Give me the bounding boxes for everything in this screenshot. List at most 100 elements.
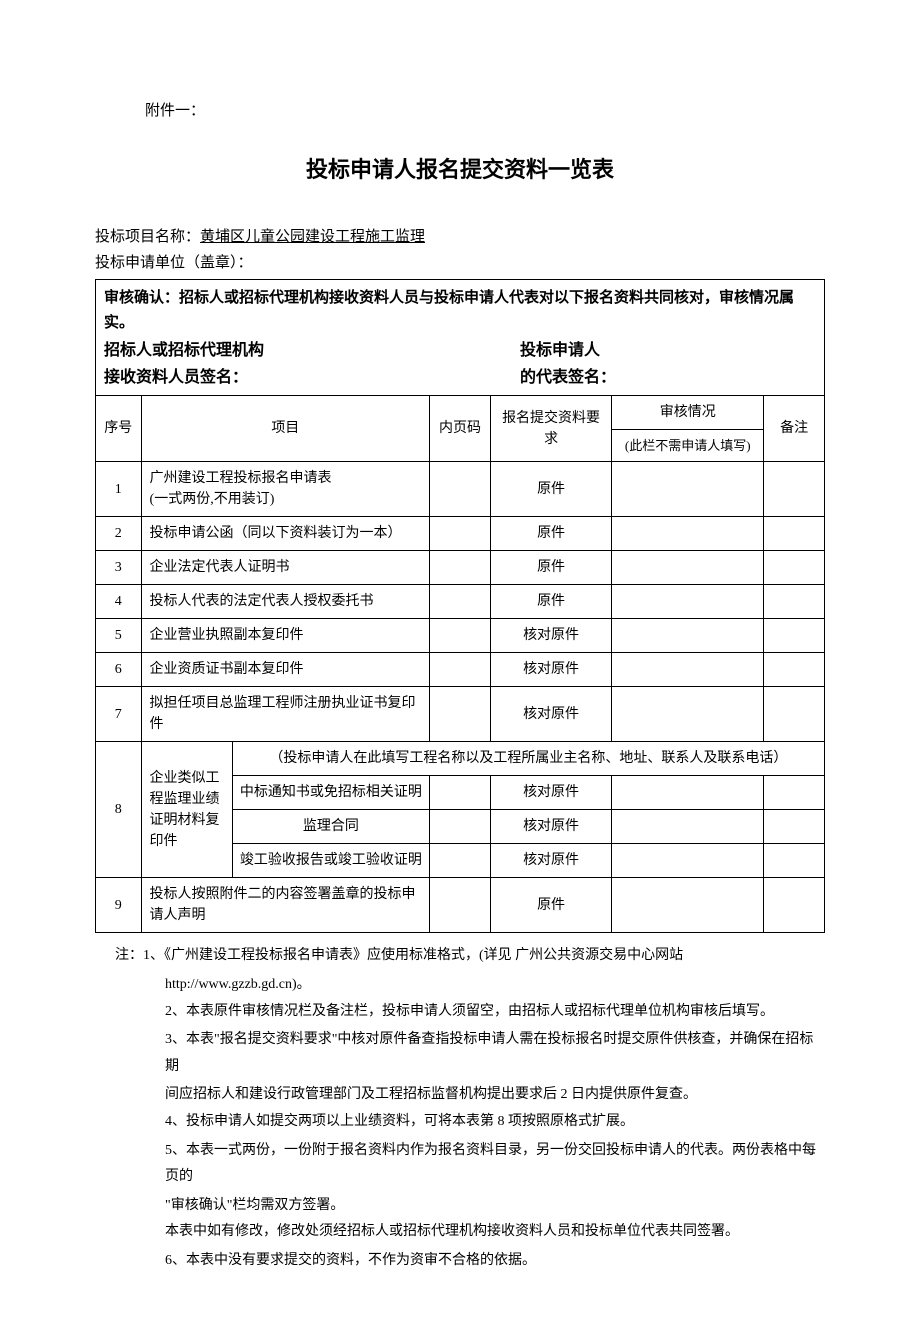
col-req: 报名提交资料要求 (490, 395, 611, 462)
cell-seq: 6 (96, 653, 142, 687)
cell-item: 投标人代表的法定代表人授权委托书 (141, 585, 430, 619)
cell-review (612, 619, 764, 653)
notes-label: 注： (115, 948, 143, 963)
cell-remark (764, 776, 825, 810)
note-line: "审核确认"栏均需双方签署。 (115, 1193, 825, 1220)
table-row: 1 广州建设工程投标报名申请表 (一式两份,不用装订) 原件 (96, 462, 825, 517)
cell-page (430, 687, 491, 742)
cell-review (612, 517, 764, 551)
attachment-label: 附件一： (145, 100, 825, 123)
cell-review (612, 462, 764, 517)
note-line: 间应招标人和建设行政管理部门及工程招标监督机构提出要求后 2 日内提供原件复查。 (115, 1082, 825, 1109)
cell-req: 核对原件 (490, 687, 611, 742)
cell-req: 原件 (490, 585, 611, 619)
cell-req: 原件 (490, 517, 611, 551)
row8-note-text: （投标申请人在此填写工程名称以及工程所属业主名称、地址、联系人及联系电话） (232, 742, 824, 776)
cell-review (612, 776, 764, 810)
materials-table: 审核确认：招标人或招标代理机构接收资料人员与投标申请人代表对以下报名资料共同核对… (95, 279, 825, 934)
cell-req: 核对原件 (490, 844, 611, 878)
table-row: 2 投标申请公函（同以下资料装订为一本） 原件 (96, 517, 825, 551)
col-remark: 备注 (764, 395, 825, 462)
cell-seq: 8 (96, 742, 142, 878)
cell-req: 原件 (490, 551, 611, 585)
table-row: 4 投标人代表的法定代表人授权委托书 原件 (96, 585, 825, 619)
cell-item: 企业资质证书副本复印件 (141, 653, 430, 687)
cell-req: 原件 (490, 878, 611, 933)
cell-remark (764, 653, 825, 687)
cell-req: 核对原件 (490, 619, 611, 653)
cell-page (430, 619, 491, 653)
confirm-text: 审核确认：招标人或招标代理机构接收资料人员与投标申请人代表对以下报名资料共同核对… (104, 286, 816, 337)
cell-remark (764, 844, 825, 878)
row8-group: 企业类似工程监理业绩证明材料复印件 (141, 742, 232, 878)
cell-req: 核对原件 (490, 810, 611, 844)
note-text: 1、《广州建设工程投标报名申请表》应使用标准格式，(详见 广州公共资源交易中心网… (143, 948, 683, 963)
note-line: 3、本表"报名提交资料要求"中核对原件备查指投标申请人需在投标报名时提交原件供核… (115, 1027, 825, 1080)
project-name: 黄埔区儿童公园建设工程施工监理 (200, 229, 425, 245)
note-line: http://www.gzzb.gd.cn)。 (115, 972, 825, 999)
cell-page (430, 585, 491, 619)
sig-left-2: 接收资料人员签名： (104, 364, 400, 391)
col-seq: 序号 (96, 395, 142, 462)
note-line: 6、本表中没有要求提交的资料，不作为资审不合格的依据。 (115, 1248, 825, 1275)
sig-right-1: 投标申请人 (400, 337, 816, 364)
cell-item: 竣工验收报告或竣工验收证明 (232, 844, 429, 878)
cell-remark (764, 585, 825, 619)
col-page: 内页码 (430, 395, 491, 462)
table-header-row: 序号 项目 内页码 报名提交资料要求 审核情况 备注 (96, 395, 825, 429)
table-row: 9 投标人按照附件二的内容签署盖章的投标申请人声明 原件 (96, 878, 825, 933)
cell-remark (764, 687, 825, 742)
cell-req: 核对原件 (490, 776, 611, 810)
sig-right-2: 的代表签名： (400, 364, 816, 391)
confirm-header-row: 审核确认：招标人或招标代理机构接收资料人员与投标申请人代表对以下报名资料共同核对… (96, 279, 825, 395)
cell-remark (764, 810, 825, 844)
cell-page (430, 844, 491, 878)
cell-review (612, 687, 764, 742)
cell-page (430, 878, 491, 933)
cell-item: 监理合同 (232, 810, 429, 844)
table-row: 5 企业营业执照副本复印件 核对原件 (96, 619, 825, 653)
cell-remark (764, 878, 825, 933)
cell-remark (764, 462, 825, 517)
cell-item: 投标申请公函（同以下资料装订为一本） (141, 517, 430, 551)
cell-item: 拟担任项目总监理工程师注册执业证书复印件 (141, 687, 430, 742)
cell-review (612, 878, 764, 933)
cell-item: 企业法定代表人证明书 (141, 551, 430, 585)
cell-remark (764, 551, 825, 585)
cell-seq: 7 (96, 687, 142, 742)
cell-seq: 3 (96, 551, 142, 585)
page-title: 投标申请人报名提交资料一览表 (95, 153, 825, 186)
cell-req: 核对原件 (490, 653, 611, 687)
cell-review (612, 653, 764, 687)
note-line: 2、本表原件审核情况栏及备注栏，投标申请人须留空，由招标人或招标代理单位机构审核… (115, 999, 825, 1026)
cell-remark (764, 517, 825, 551)
project-row: 投标项目名称：黄埔区儿童公园建设工程施工监理 (95, 226, 825, 249)
cell-review (612, 844, 764, 878)
cell-item: 企业营业执照副本复印件 (141, 619, 430, 653)
col-item: 项目 (141, 395, 430, 462)
project-label: 投标项目名称： (95, 229, 200, 245)
cell-seq: 5 (96, 619, 142, 653)
note-line: 本表中如有修改，修改处须经招标人或招标代理机构接收资料人员和投标单位代表共同签署… (115, 1219, 825, 1246)
sig-left-1: 招标人或招标代理机构 (104, 337, 400, 364)
cell-item: 广州建设工程投标报名申请表 (一式两份,不用装订) (141, 462, 430, 517)
note-line: 4、投标申请人如提交两项以上业绩资料，可将本表第 8 项按照原格式扩展。 (115, 1109, 825, 1136)
row8-note: 8 企业类似工程监理业绩证明材料复印件 （投标申请人在此填写工程名称以及工程所属… (96, 742, 825, 776)
cell-seq: 4 (96, 585, 142, 619)
col-review: 审核情况 (612, 395, 764, 429)
col-review-sub: (此栏不需申请人填写) (612, 429, 764, 462)
cell-review (612, 585, 764, 619)
cell-seq: 1 (96, 462, 142, 517)
table-row: 6 企业资质证书副本复印件 核对原件 (96, 653, 825, 687)
cell-page (430, 776, 491, 810)
cell-page (430, 462, 491, 517)
cell-page (430, 551, 491, 585)
cell-review (612, 810, 764, 844)
cell-seq: 2 (96, 517, 142, 551)
cell-item: 中标通知书或免招标相关证明 (232, 776, 429, 810)
cell-review (612, 551, 764, 585)
cell-page (430, 517, 491, 551)
note-line: 5、本表一式两份，一份附于报名资料内作为报名资料目录，另一份交回投标申请人的代表… (115, 1138, 825, 1191)
cell-item: 投标人按照附件二的内容签署盖章的投标申请人声明 (141, 878, 430, 933)
cell-req: 原件 (490, 462, 611, 517)
